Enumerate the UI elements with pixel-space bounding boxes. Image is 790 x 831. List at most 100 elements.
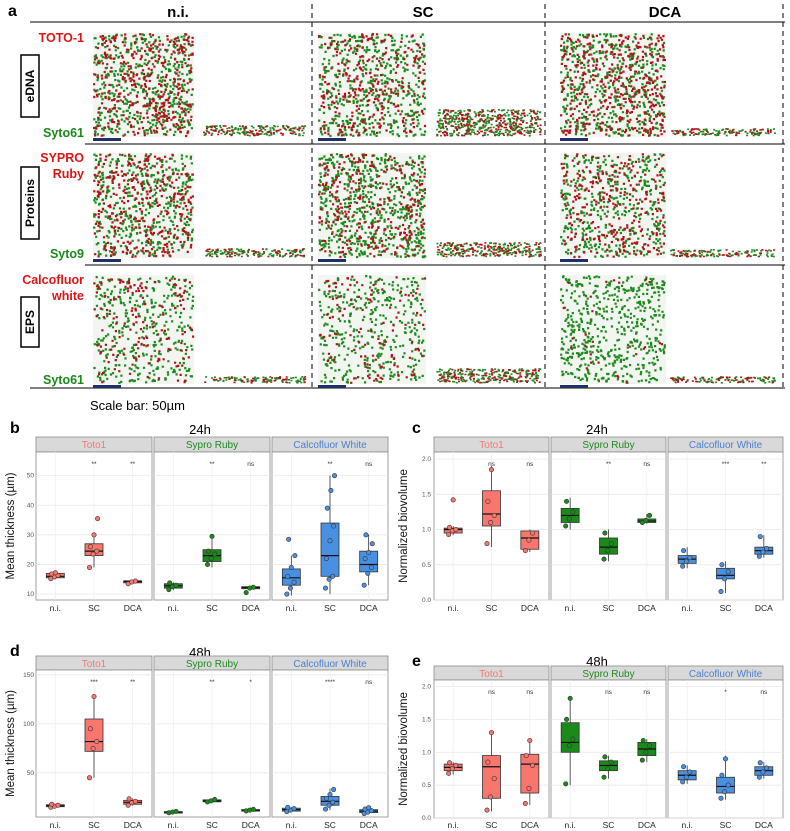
significance-label: ns (605, 689, 613, 696)
significance-label: ns (365, 679, 373, 686)
data-point (608, 541, 614, 547)
side-view-r2-c0 (204, 376, 307, 384)
data-point (284, 591, 290, 597)
data-point (722, 756, 728, 762)
x-tick-label: DCA (124, 820, 142, 830)
data-point (453, 527, 459, 533)
facet-toto1: Toto1 n.i. ** SC ** DCA (35, 436, 153, 613)
box (320, 522, 340, 577)
facet-calcofluor-white: Calcofluor White n.i. * SC ns DCA (667, 665, 784, 830)
facet-label: Calcofluor White (689, 669, 763, 680)
data-point (94, 548, 100, 554)
data-point (484, 807, 490, 813)
x-tick-label: SC (88, 820, 100, 830)
scale-bar (560, 385, 588, 388)
data-point (484, 541, 490, 547)
data-point (605, 548, 611, 554)
facet-label: Calcofluor White (293, 440, 367, 451)
data-point (526, 785, 532, 791)
data-point (173, 808, 179, 814)
facet-toto1: Toto1 n.i. ns SC ns DCA (433, 436, 550, 613)
side-view-r2-c1 (436, 368, 542, 384)
stain-calcofluor: Calcofluor (22, 273, 84, 287)
x-tick-label: n.i. (50, 820, 61, 830)
data-point (756, 553, 762, 559)
x-tick-label: n.i. (286, 603, 297, 613)
panel-b: b 24h Mean thickness (µm) 10 20 30 40 50 Toto1 n.… (5, 420, 389, 613)
x-tick-label: DCA (755, 820, 773, 830)
data-point (331, 787, 337, 793)
data-point (643, 517, 649, 523)
x-tick-label: n.i. (564, 603, 575, 613)
data-point (453, 762, 459, 768)
data-point (687, 555, 693, 561)
stain-syto9: Syto9 (50, 247, 84, 261)
chart-title: 24h (586, 422, 608, 437)
scale-bar-label: Scale bar: 50µm (90, 398, 185, 413)
x-tick-label: SC (486, 820, 498, 830)
data-point (208, 556, 214, 562)
significance-label: ** (327, 461, 333, 468)
data-point (323, 556, 329, 562)
facet-label: Toto1 (479, 669, 504, 680)
data-point (488, 794, 494, 800)
data-point (87, 544, 93, 550)
data-point (205, 561, 211, 567)
data-point (125, 802, 131, 808)
data-point (485, 759, 491, 765)
y-tick-label: 100 (23, 721, 34, 728)
data-point (366, 805, 372, 811)
data-point (760, 549, 766, 555)
y-tick-label: 20 (27, 561, 35, 568)
facet-sypro-ruby: Sypro Ruby n.i. ** SC ns DCA (153, 436, 271, 613)
data-point (687, 769, 693, 775)
data-point (205, 548, 211, 554)
significance-label: ns (643, 689, 651, 696)
data-point (522, 801, 528, 807)
panel-a: a n.i. SC DCA eDNA Proteins EPS TOTO-1 S… (8, 3, 785, 413)
scale-bar (93, 259, 121, 262)
data-point (363, 532, 369, 538)
x-tick-label: SC (720, 603, 732, 613)
significance-label: ns (488, 689, 496, 696)
data-point (288, 564, 294, 570)
data-point (566, 743, 572, 749)
data-point (756, 774, 762, 780)
x-tick-label: SC (206, 603, 218, 613)
data-point (49, 801, 55, 807)
side-view-r1-c0 (205, 248, 306, 258)
data-point (52, 570, 58, 576)
data-point (719, 562, 725, 568)
x-tick-label: n.i. (564, 820, 575, 830)
facet-label: Sypro Ruby (582, 440, 634, 451)
significance-label: ns (247, 461, 255, 468)
facet-label: Sypro Ruby (186, 440, 238, 451)
data-point (292, 553, 298, 559)
panel-letter-b: b (10, 420, 20, 437)
stain-ruby: Ruby (53, 167, 84, 181)
data-point (446, 531, 452, 537)
row-label-box-edna: eDNA (20, 54, 40, 118)
data-point (760, 769, 766, 775)
significance-label: ns (365, 461, 373, 468)
data-point (328, 487, 334, 493)
x-tick-label: SC (486, 603, 498, 613)
panel-letter-d: d (10, 643, 20, 660)
y-tick-label: 0.5 (422, 782, 431, 789)
data-point (87, 564, 93, 570)
micrograph-r0-c1 (318, 33, 427, 138)
y-tick-label: 0.0 (422, 597, 431, 604)
data-point (322, 585, 328, 591)
data-point (680, 563, 686, 569)
micrograph-r0-c2 (560, 33, 666, 137)
x-tick-label: n.i. (286, 820, 297, 830)
data-point (126, 796, 132, 802)
y-tick-label: 30 (27, 532, 35, 539)
data-point (566, 516, 572, 522)
y-tick-label: 1.5 (422, 491, 431, 498)
data-point (681, 548, 687, 554)
data-point (327, 791, 333, 797)
significance-label: * (724, 689, 727, 696)
